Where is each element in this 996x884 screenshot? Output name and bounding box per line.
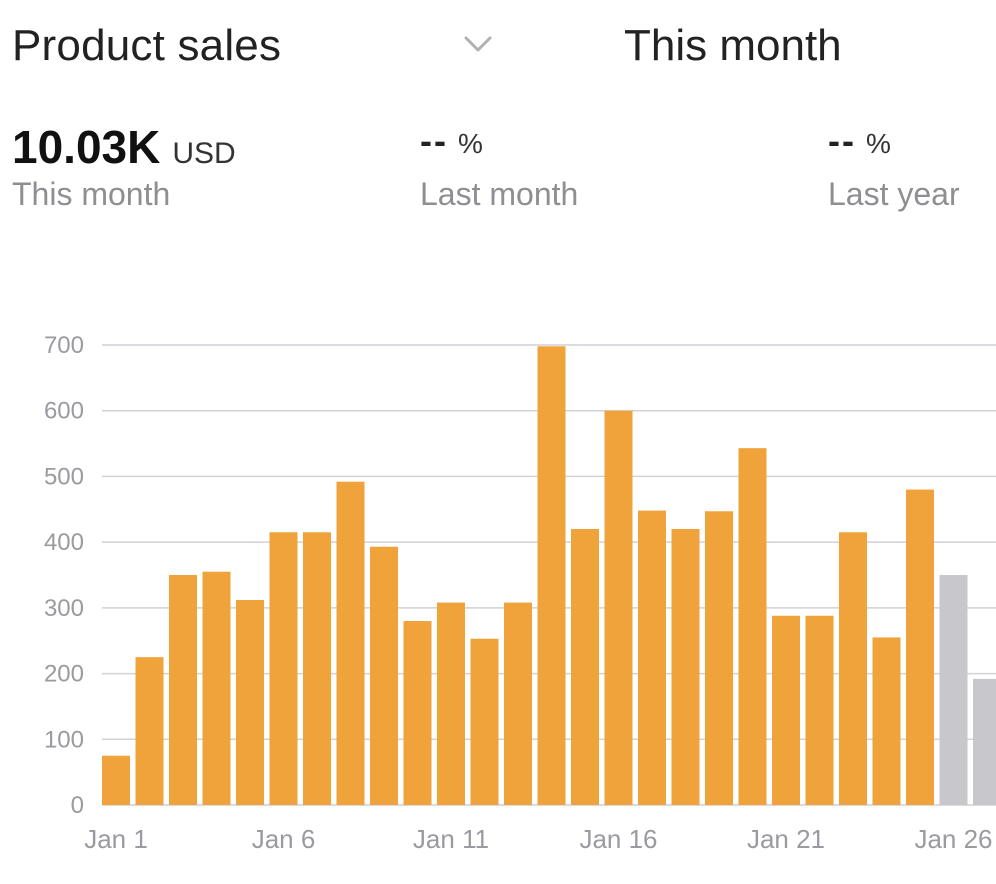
sales-total-unit: USD <box>172 137 236 170</box>
last-year-change-unit: % <box>865 128 891 159</box>
metric-dropdown[interactable]: Product sales <box>12 18 502 74</box>
last-month-change-value: -- <box>420 120 448 161</box>
y-tick-label: 200 <box>44 661 84 688</box>
bar <box>336 481 365 805</box>
stat-last-month: -- % Last month <box>420 120 578 213</box>
bar <box>805 615 834 805</box>
last-year-change-value: -- <box>828 120 856 161</box>
bar <box>705 511 733 805</box>
last-month-caption: Last month <box>420 176 579 212</box>
daily-sales-bar-chart: 0 100 200 300 400 500 600 700 Jan 1 Jan 6 Jan 11 Ja… <box>44 332 996 854</box>
x-tick-label: Jan 21 <box>747 824 825 854</box>
bar <box>202 571 231 805</box>
bar <box>738 448 767 805</box>
bar <box>102 755 130 805</box>
chevron-down-icon <box>464 36 492 52</box>
bar <box>437 602 465 805</box>
last-year-caption: Last year <box>828 176 960 212</box>
x-tick-label: Jan 26 <box>914 824 992 854</box>
y-tick-label: 500 <box>44 463 84 490</box>
bar <box>303 532 331 805</box>
period-dropdown[interactable]: This month <box>624 18 842 74</box>
bar <box>638 510 666 805</box>
sales-total-value: 10.03K <box>12 121 161 173</box>
y-tick-label: 700 <box>44 332 84 359</box>
y-tick-label: 0 <box>71 792 84 819</box>
stat-last-year: -- % Last year <box>828 120 960 213</box>
period-label: This month <box>624 21 842 70</box>
bar <box>571 529 599 805</box>
bar <box>906 489 934 805</box>
y-tick-label: 300 <box>44 595 84 622</box>
bar <box>872 637 901 805</box>
bar <box>973 678 996 805</box>
bar <box>370 546 398 805</box>
bar <box>504 602 532 805</box>
x-tick-label: Jan 1 <box>84 824 148 854</box>
x-tick-label: Jan 6 <box>252 824 316 854</box>
stat-this-month: 10.03K USD This month <box>12 120 236 213</box>
bar <box>537 346 566 805</box>
bar <box>839 532 867 805</box>
header: Product sales This month <box>0 0 996 90</box>
bar <box>236 599 264 805</box>
bar <box>671 529 700 805</box>
metric-label: Product sales <box>12 21 282 70</box>
bar <box>939 575 968 805</box>
bar <box>169 575 197 805</box>
bar <box>772 615 800 805</box>
y-tick-label: 100 <box>44 726 84 753</box>
x-tick-label: Jan 16 <box>579 824 657 854</box>
bar <box>403 621 432 805</box>
bar <box>604 410 633 805</box>
sales-total-caption: This month <box>12 176 171 212</box>
bar <box>470 638 499 805</box>
bar <box>135 657 164 805</box>
y-tick-label: 600 <box>44 398 84 425</box>
last-month-change-unit: % <box>457 128 483 159</box>
x-tick-label: Jan 11 <box>413 824 489 854</box>
y-tick-label: 400 <box>44 529 84 556</box>
bar <box>269 532 298 805</box>
